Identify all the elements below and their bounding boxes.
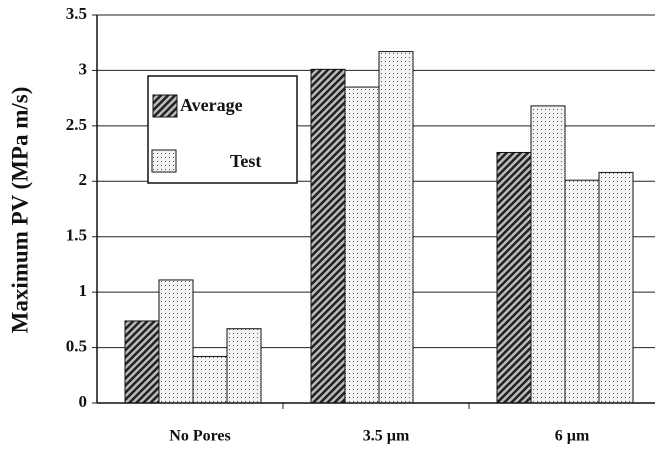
y-tick-label: 2.5 bbox=[66, 115, 87, 134]
y-tick-label: 3.5 bbox=[66, 4, 87, 23]
bar bbox=[530, 105, 566, 404]
bar bbox=[310, 68, 346, 404]
y-tick-label: 3 bbox=[79, 59, 88, 78]
y-tick-label: 2 bbox=[79, 170, 88, 189]
bar bbox=[158, 279, 194, 404]
bar bbox=[192, 355, 228, 404]
bar bbox=[344, 86, 380, 404]
bar bbox=[378, 51, 414, 404]
legend-label: Average bbox=[180, 95, 243, 115]
legend-swatch bbox=[151, 149, 177, 173]
bar bbox=[598, 171, 634, 404]
x-tick-label: No Pores bbox=[169, 428, 230, 445]
bar bbox=[124, 320, 160, 404]
y-tick-label: 0.5 bbox=[66, 336, 87, 355]
x-tick-label: 6 µm bbox=[555, 428, 590, 445]
y-tick-label: 1.5 bbox=[66, 226, 87, 245]
bar bbox=[496, 151, 532, 404]
bar bbox=[564, 179, 600, 404]
bar bbox=[226, 328, 262, 404]
legend-swatch bbox=[152, 94, 178, 118]
legend-label: Test bbox=[230, 151, 261, 171]
x-tick-label: 3.5 µm bbox=[363, 428, 410, 445]
y-axis-label: Maximum PV (MPa m/s) bbox=[7, 87, 32, 334]
y-tick-label: 1 bbox=[79, 281, 88, 300]
y-tick-label: 0 bbox=[79, 392, 88, 411]
